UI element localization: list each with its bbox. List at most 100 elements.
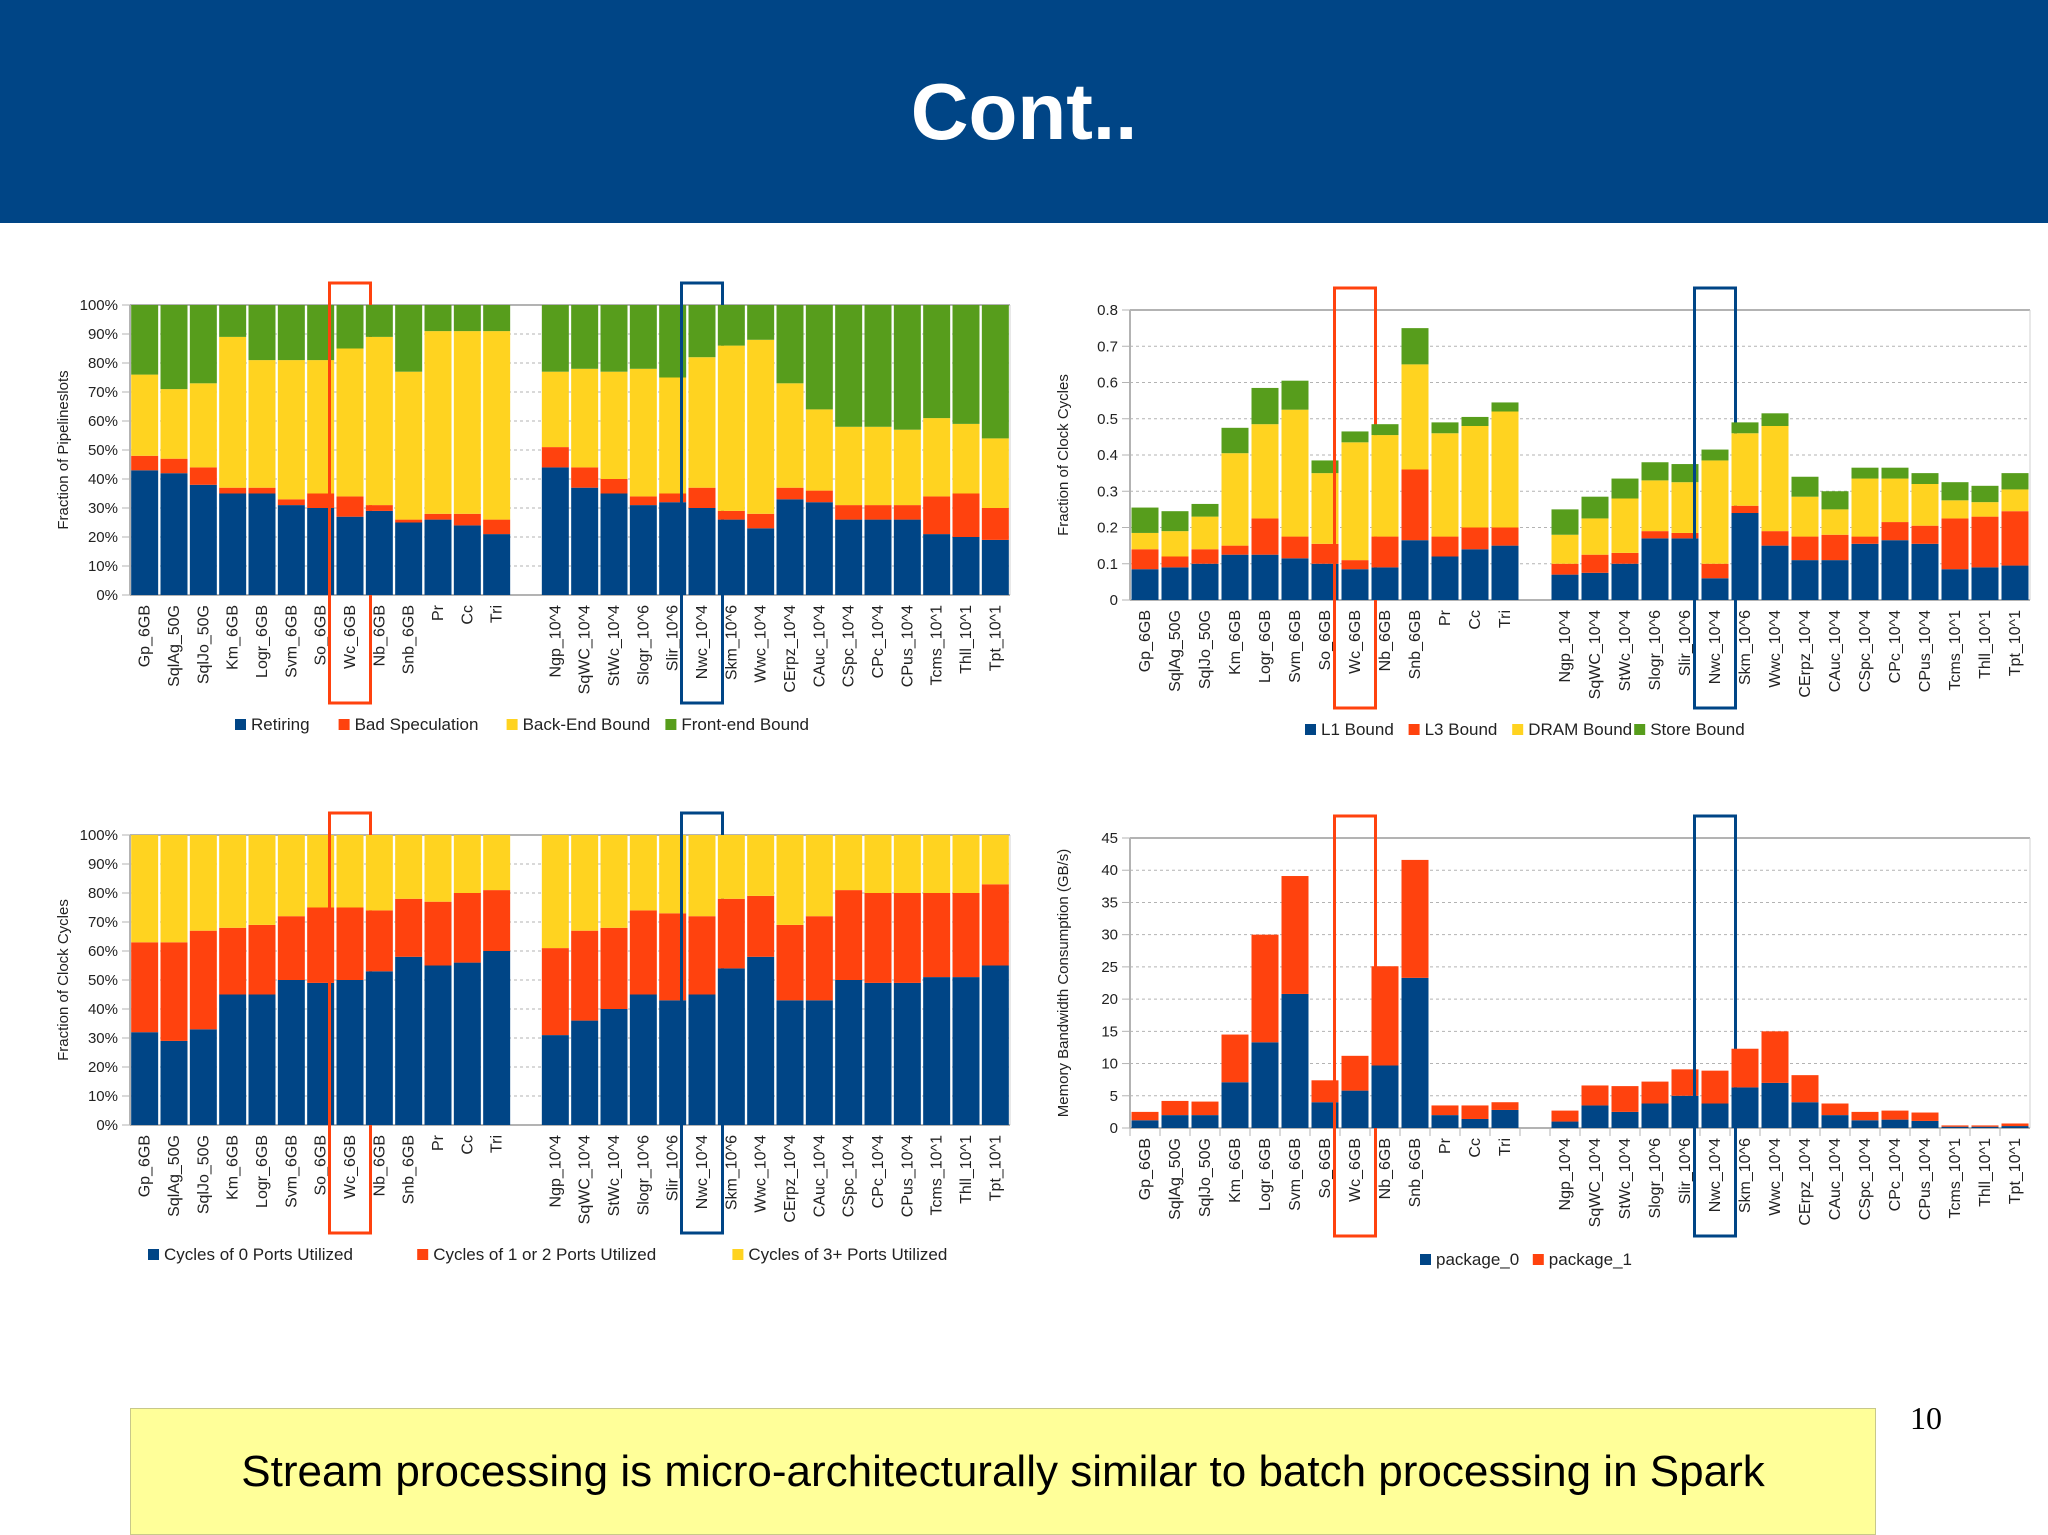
legend-label: Bad Speculation — [355, 715, 479, 734]
bar-segment-l1-bound — [1491, 545, 1519, 600]
x-tick-label: CPus_10^4 — [899, 605, 916, 687]
x-tick-label: SqWC_10^4 — [1587, 610, 1604, 699]
bar-segment-retiring — [277, 505, 305, 595]
x-tick-label: CPus_10^4 — [899, 1135, 916, 1217]
legend-label: Store Bound — [1650, 720, 1745, 739]
bar-segment-package-0 — [1341, 1090, 1369, 1128]
x-tick-label: Logr_6GB — [254, 605, 271, 678]
bar-segment-l3-bound — [1161, 556, 1189, 568]
y-tick-label: 70% — [88, 914, 118, 931]
bar-segment-package-0 — [1851, 1120, 1879, 1128]
x-tick-label: Svm_6GB — [283, 1135, 300, 1208]
legend-swatch — [506, 719, 518, 730]
x-tick-label: CAuc_10^4 — [1827, 1138, 1844, 1220]
bar-segment-dram-bound — [1281, 409, 1309, 537]
bar-segment-bad-speculation — [365, 505, 393, 511]
bar-segment-l3-bound — [1431, 536, 1459, 557]
x-tick-label: Skm_10^6 — [1737, 1138, 1754, 1213]
x-tick-label: Wc_6GB — [1347, 1138, 1364, 1202]
bar-segment-front-end-bound — [981, 305, 1009, 439]
bar-segment-package-1 — [1311, 1080, 1339, 1103]
bar-segment-cycles-of-1-or-2-ports-utilized — [952, 893, 980, 978]
x-tick-label: Wc_6GB — [1347, 610, 1364, 674]
bar-segment-l3-bound — [1941, 518, 1969, 570]
bar-segment-l3-bound — [1881, 522, 1909, 541]
x-tick-label: Slir_10^6 — [1677, 610, 1694, 676]
bar-segment-front-end-bound — [923, 305, 951, 419]
legend-label: Cycles of 0 Ports Utilized — [164, 1245, 353, 1264]
bar-segment-back-end-bound — [717, 345, 745, 511]
x-tick-label: SqlJo_50G — [1197, 610, 1214, 689]
bar-segment-back-end-bound — [688, 357, 716, 488]
bar-segment-back-end-bound — [160, 389, 188, 459]
bar-segment-bad-speculation — [248, 487, 276, 494]
x-tick-label: So_6GB — [1317, 1138, 1334, 1198]
bar-segment-dram-bound — [1971, 502, 1999, 517]
bar-segment-cycles-of-3-ports-utilized — [747, 835, 775, 896]
bar-segment-l1-bound — [1851, 543, 1879, 600]
legend-swatch — [338, 719, 350, 730]
bar-segment-dram-bound — [1881, 478, 1909, 523]
bar-segment-cycles-of-0-ports-utilized — [424, 965, 452, 1125]
bar-segment-front-end-bound — [424, 305, 452, 332]
bar-segment-cycles-of-0-ports-utilized — [571, 1020, 599, 1125]
x-tick-label: Gp_6GB — [1137, 610, 1154, 672]
bar-segment-package-0 — [1161, 1115, 1189, 1128]
bar-segment-cycles-of-3-ports-utilized — [923, 835, 951, 893]
bar-segment-cycles-of-3-ports-utilized — [629, 835, 657, 911]
bar-segment-cycles-of-1-or-2-ports-utilized — [717, 898, 745, 969]
bar-segment-cycles-of-1-or-2-ports-utilized — [453, 893, 481, 963]
bar-segment-package-0 — [1941, 1126, 1969, 1128]
bar-segment-retiring — [981, 539, 1009, 595]
bar-segment-store-bound — [1161, 511, 1189, 532]
x-tick-label: SqWC_10^4 — [577, 605, 594, 694]
bar-segment-store-bound — [1581, 496, 1609, 519]
x-tick-label: Tpt_10^1 — [987, 1135, 1004, 1201]
y-tick-label: 100% — [80, 297, 118, 314]
y-tick-label: 15 — [1101, 1023, 1118, 1040]
y-tick-label: 0.4 — [1097, 447, 1118, 464]
bar-segment-back-end-bound — [424, 331, 452, 514]
bar-segment-back-end-bound — [893, 429, 921, 506]
bar-segment-cycles-of-3-ports-utilized — [189, 835, 217, 931]
bar-segment-bad-speculation — [952, 493, 980, 537]
bar-segment-front-end-bound — [453, 305, 481, 332]
bar-segment-back-end-bound — [277, 360, 305, 500]
x-tick-label: StWc_10^4 — [1617, 1138, 1634, 1219]
x-tick-label: Snb_6GB — [1407, 610, 1424, 679]
bar-segment-cycles-of-3-ports-utilized — [571, 835, 599, 931]
bar-segment-front-end-bound — [248, 305, 276, 361]
bar-segment-l3-bound — [1791, 536, 1819, 561]
bar-segment-package-0 — [1641, 1103, 1669, 1128]
x-tick-label: Thll_10^1 — [1977, 1138, 1994, 1207]
bar-segment-cycles-of-0-ports-utilized — [776, 1000, 804, 1125]
bar-segment-l3-bound — [1611, 552, 1639, 564]
bar-segment-front-end-bound — [688, 305, 716, 358]
bar-segment-l1-bound — [1341, 569, 1369, 600]
x-tick-label: Gp_6GB — [137, 605, 154, 667]
bar-segment-front-end-bound — [131, 305, 159, 375]
x-tick-label: Tpt_10^1 — [2007, 1138, 2024, 1204]
bar-segment-back-end-bound — [541, 371, 569, 448]
bar-segment-cycles-of-3-ports-utilized — [893, 835, 921, 893]
bar-segment-cycles-of-1-or-2-ports-utilized — [776, 924, 804, 1001]
bar-segment-package-1 — [1341, 1055, 1369, 1091]
bar-segment-back-end-bound — [131, 374, 159, 456]
bar-segment-package-0 — [1251, 1042, 1279, 1128]
bar-segment-bad-speculation — [805, 490, 833, 503]
bar-segment-cycles-of-0-ports-utilized — [160, 1040, 188, 1125]
bar-segment-cycles-of-1-or-2-ports-utilized — [336, 907, 364, 980]
page-number: 10 — [1910, 1400, 1942, 1436]
x-tick-label: CErpz_10^4 — [782, 605, 799, 693]
pipeline-svg: Fraction of Pipelineslots 0% 10% 20% 30% 40% 5… — [55, 281, 1011, 734]
y-tick-label: 0.6 — [1097, 375, 1118, 392]
bar-segment-cycles-of-3-ports-utilized — [805, 835, 833, 917]
slide-title: Cont.. — [910, 66, 1138, 156]
bar-segment-cycles-of-1-or-2-ports-utilized — [893, 893, 921, 983]
x-tick-label: Svm_6GB — [283, 605, 300, 678]
x-tick-label: Nwc_10^4 — [1707, 1138, 1724, 1212]
bar-segment-back-end-bound — [189, 383, 217, 468]
x-tick-label: SqlJo_50G — [195, 1135, 212, 1214]
bar-segment-retiring — [776, 499, 804, 595]
bar-segment-l3-bound — [1281, 536, 1309, 559]
